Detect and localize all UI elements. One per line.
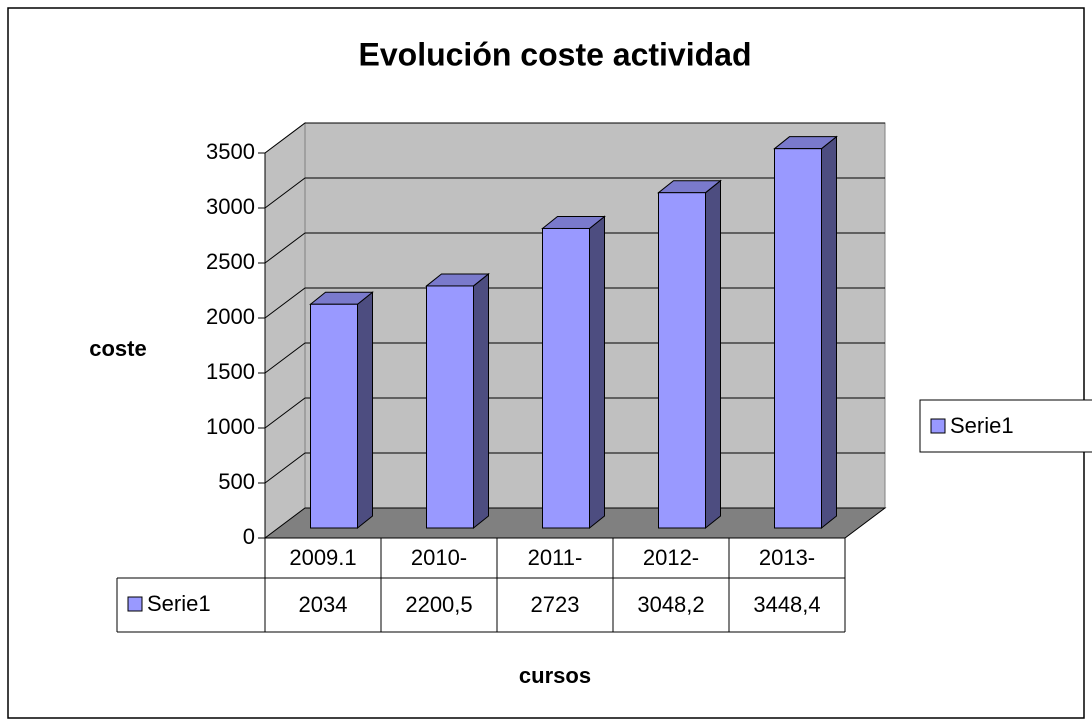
bar-side (821, 135, 837, 530)
bar (310, 303, 358, 529)
legend-key (127, 596, 143, 612)
table-value: 2200,5 (405, 592, 472, 617)
x-tick-label: 2011- (528, 545, 583, 570)
chart-title: Evolución coste actividad (359, 36, 752, 72)
bar (658, 192, 706, 529)
table-value: 3448,4 (753, 592, 820, 617)
y-tick-label: 3000 (206, 194, 255, 219)
legend-box (919, 399, 1092, 453)
bar (774, 148, 822, 529)
table-value: 2034 (299, 592, 348, 617)
bar-side (357, 291, 373, 530)
bar-side (473, 272, 489, 530)
grid-line (264, 177, 885, 209)
table-value: 2723 (531, 592, 580, 617)
x-tick-label: 2010- (411, 545, 467, 570)
y-tick-label: 2500 (206, 249, 255, 274)
x-tick-label: 2012- (643, 545, 699, 570)
y-tick-label: 3500 (206, 139, 255, 164)
y-tick-label: 1500 (206, 359, 255, 384)
y-tick-label: 0 (243, 524, 255, 549)
y-tick-label: 500 (218, 469, 255, 494)
bar (542, 227, 590, 529)
y-tick-label: 1000 (206, 414, 255, 439)
legend-key (930, 418, 946, 434)
bar-side (589, 215, 605, 530)
bar-side (705, 179, 721, 530)
x-axis-label: cursos (519, 663, 591, 688)
grid-line (264, 122, 885, 154)
legend-label: Serie1 (950, 413, 1014, 438)
x-tick-label: 2009.1 (289, 545, 356, 570)
y-axis-label: coste (89, 336, 146, 361)
y-tick-label: 2000 (206, 304, 255, 329)
side-wall (264, 122, 306, 539)
table-series-name: Serie1 (147, 591, 211, 616)
x-tick-label: 2013- (759, 545, 815, 570)
table-value: 3048,2 (637, 592, 704, 617)
bar (426, 285, 474, 529)
